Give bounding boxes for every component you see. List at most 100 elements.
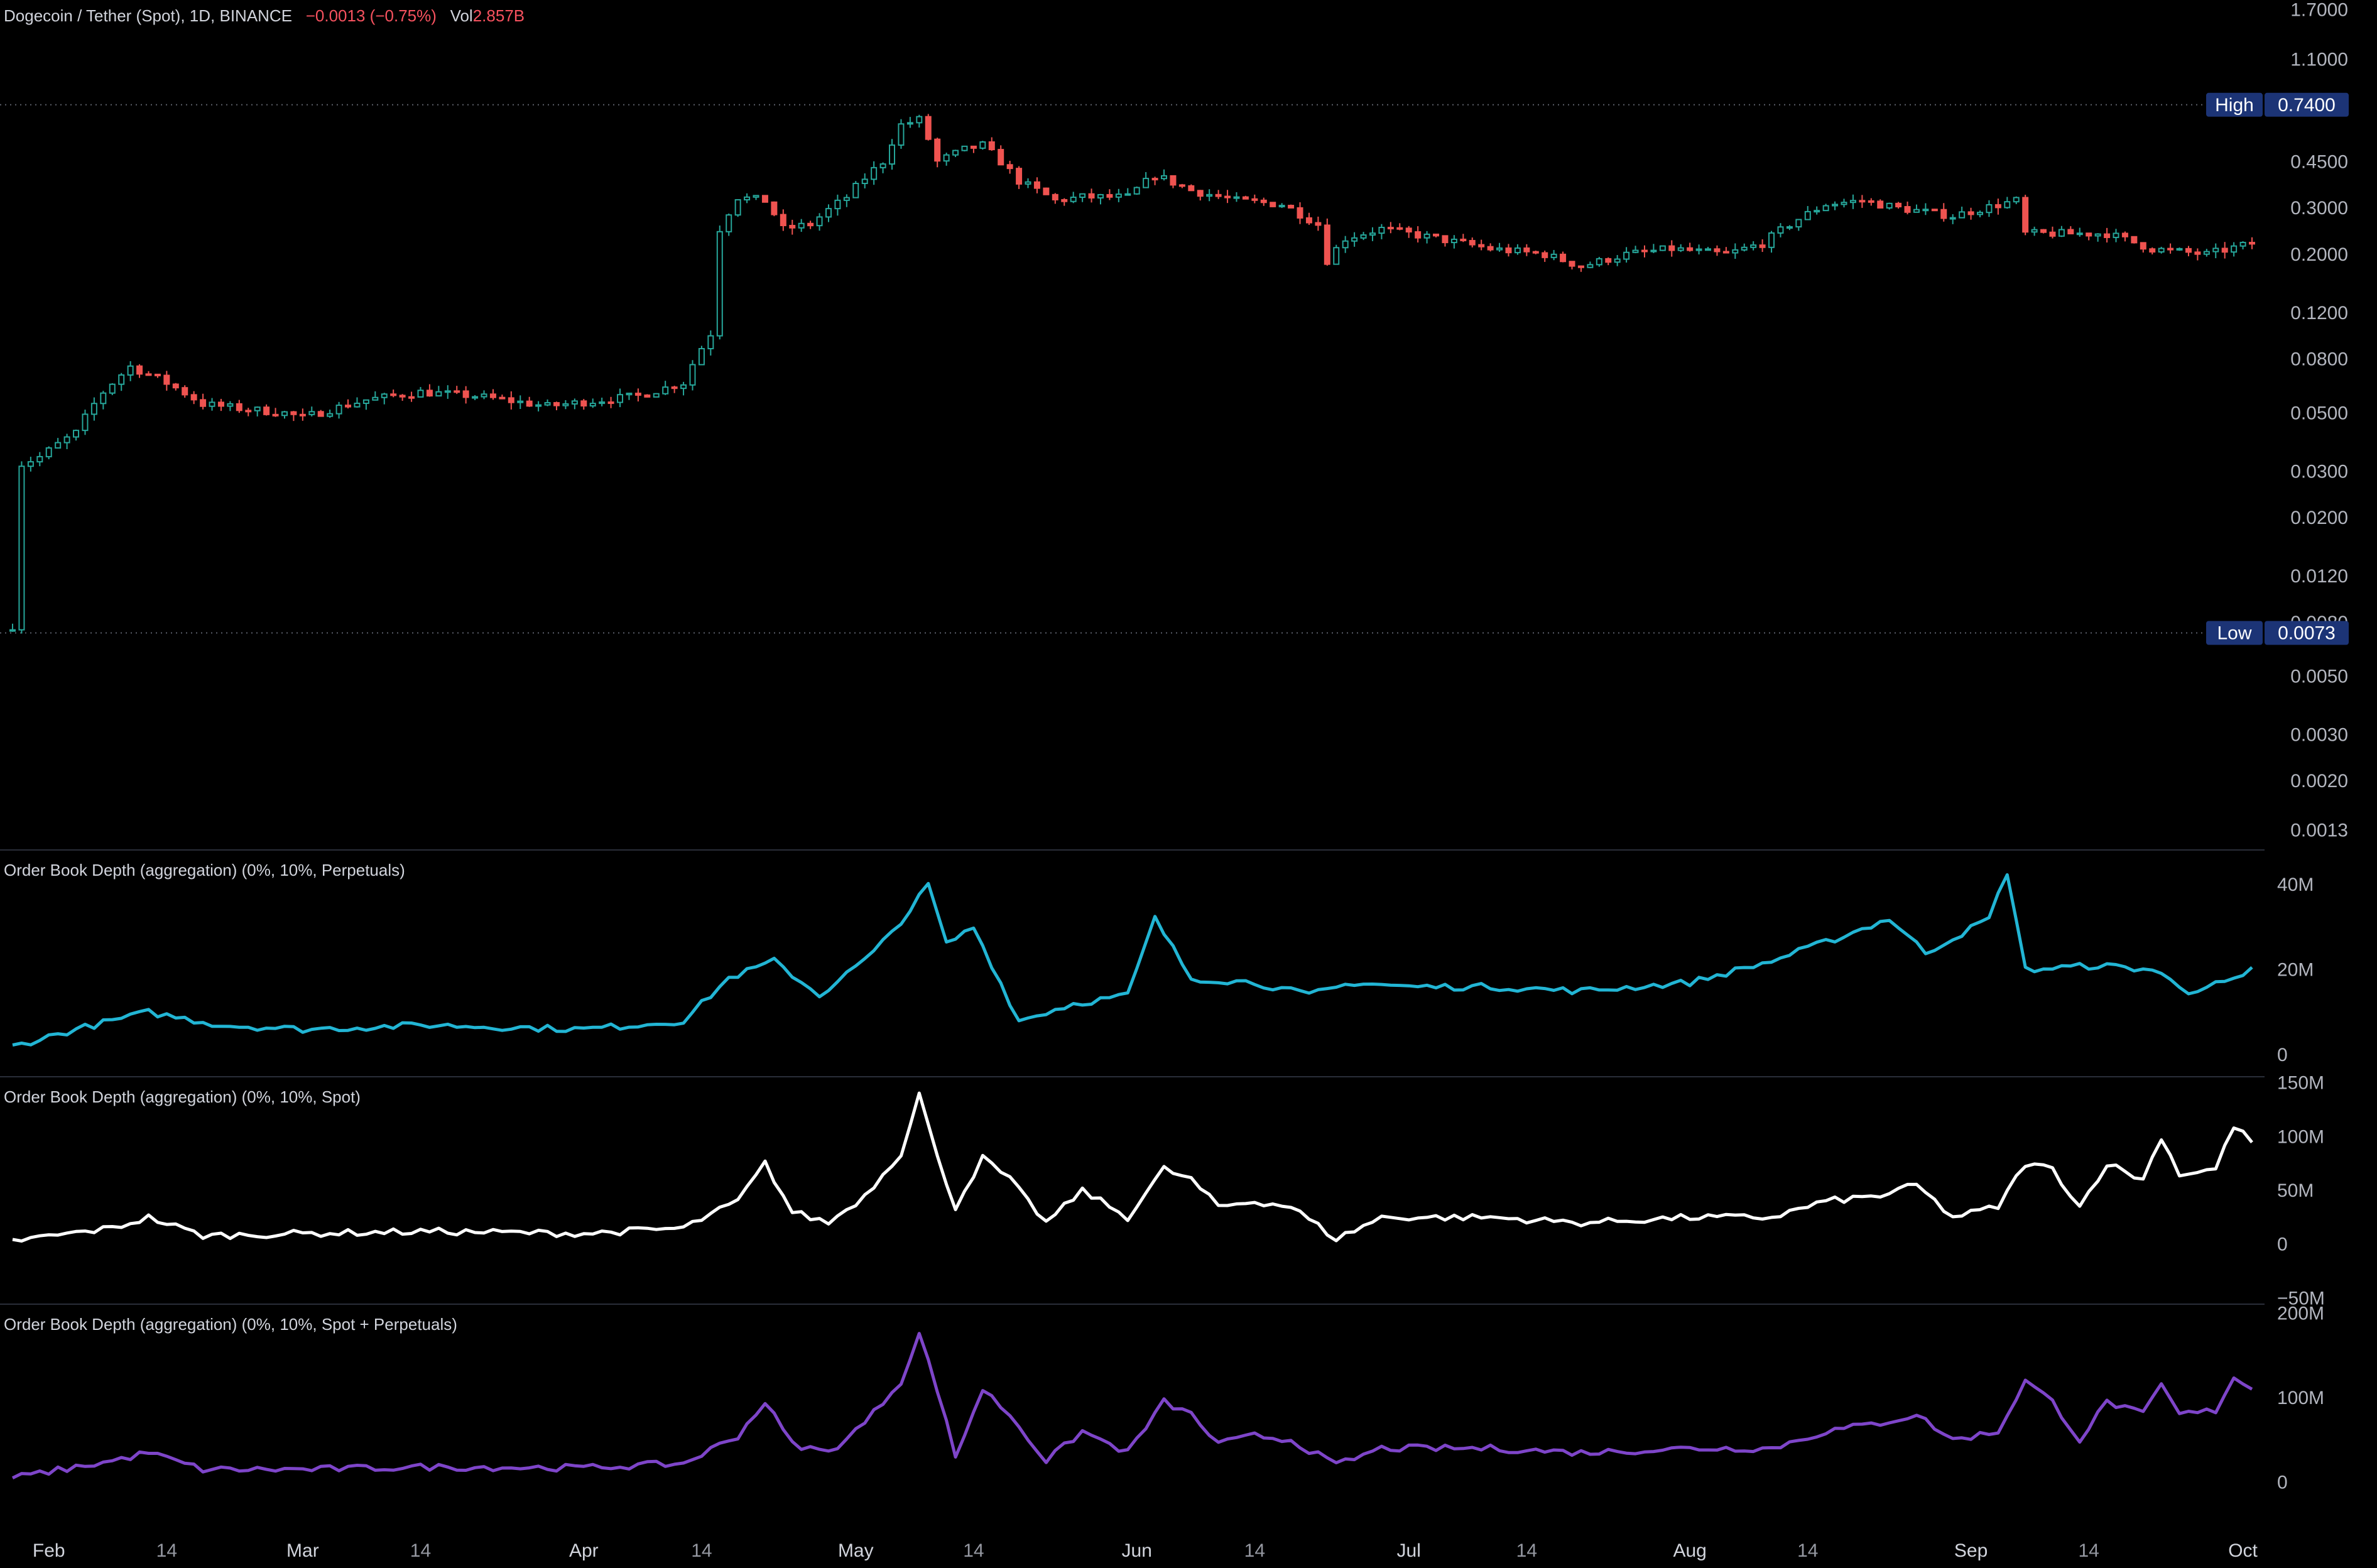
- candle-body-up: [753, 195, 759, 198]
- spot-tick-label: 150M: [2277, 1073, 2324, 1094]
- candle-body-up: [653, 393, 660, 398]
- candle-body-up: [327, 413, 334, 417]
- candle-body-down: [1215, 193, 1222, 197]
- candle-body-up: [952, 150, 959, 156]
- low-label-badge: [2206, 621, 2263, 645]
- candle-body-up: [1849, 200, 1856, 204]
- candle-body-up: [1596, 258, 1602, 266]
- candle-body-up: [109, 383, 116, 394]
- indicator-title-perpetuals[interactable]: Order Book Depth (aggregation) (0%, 10%,…: [4, 861, 405, 879]
- candle-body-down: [1668, 245, 1675, 251]
- time-tick-label: 14: [691, 1540, 712, 1561]
- candle-body-up: [1115, 193, 1122, 198]
- price-change: −0.0013 (−0.75%): [305, 6, 437, 25]
- candle-body-down: [2086, 232, 2092, 237]
- candle-body-down: [2022, 197, 2029, 233]
- candle-body-down: [1542, 252, 1548, 258]
- candle-body-down: [217, 401, 224, 407]
- time-tick-label: Oct: [2228, 1540, 2258, 1561]
- candle-body-up: [734, 199, 741, 216]
- candle-body-up: [1786, 226, 1793, 229]
- candle-body-down: [634, 393, 641, 396]
- candle-body-up: [481, 393, 487, 398]
- candle-body-up: [1623, 251, 1630, 260]
- candle-body-down: [553, 402, 560, 406]
- candle-body-down: [1415, 231, 1422, 239]
- indicator-title-spot[interactable]: Order Book Depth (aggregation) (0%, 10%,…: [4, 1087, 361, 1106]
- candle-body-up: [2113, 232, 2119, 238]
- candle-body-down: [1315, 222, 1322, 226]
- candle-body-down: [154, 373, 161, 376]
- candle-body-down: [970, 145, 977, 149]
- candle-body-down: [1895, 202, 1902, 208]
- candle-body-up: [1133, 187, 1140, 195]
- indicator-title-combined[interactable]: Order Book Depth (aggregation) (0%, 10%,…: [4, 1315, 457, 1334]
- combined-depth-line: [11, 1332, 2253, 1479]
- candle-body-up: [843, 197, 850, 201]
- candle-body-up: [1423, 233, 1430, 239]
- combined-tick-label: 200M: [2277, 1303, 2324, 1324]
- price-tick-label: 0.0030: [2290, 724, 2348, 745]
- candle-body-down: [1859, 200, 1866, 203]
- candle-body-down: [272, 413, 279, 416]
- candle-body-down: [1405, 227, 1412, 233]
- candle-body-up: [861, 178, 868, 184]
- candle-body-up: [1705, 248, 1712, 251]
- candle-body-down: [1759, 244, 1766, 248]
- candle-body-down: [200, 399, 207, 407]
- candle-body-up: [1161, 175, 1168, 180]
- candle-body-up: [2013, 197, 2020, 203]
- candle-body-down: [2040, 229, 2047, 233]
- candle-body-down: [190, 394, 197, 401]
- combined-tick-label: 0: [2277, 1472, 2288, 1493]
- candle-body-up: [1949, 217, 1956, 220]
- candle-body-down: [345, 405, 352, 408]
- candle-body-down: [1297, 207, 1303, 219]
- candle-body-down: [1714, 248, 1721, 253]
- candle-body-up: [825, 208, 832, 218]
- candle-body-up: [535, 404, 542, 407]
- candle-body-up: [308, 411, 315, 415]
- high-label-badge: [2206, 92, 2263, 117]
- candle-body-up: [1814, 210, 1820, 213]
- candle-body-up: [1278, 205, 1285, 208]
- candle-body-down: [1722, 251, 1729, 254]
- candle-body-down: [1305, 217, 1312, 224]
- candle-body-up: [281, 411, 288, 416]
- candle-body-up: [680, 384, 687, 389]
- candle-body-up: [2212, 248, 2219, 253]
- price-tick-label: 0.0500: [2290, 403, 2348, 423]
- time-tick-label: 14: [1797, 1540, 1818, 1561]
- candle-body-down: [136, 365, 143, 375]
- perpetuals-tick-label: 0: [2277, 1045, 2288, 1065]
- candle-body-down: [998, 149, 1004, 166]
- candle-body-down: [526, 400, 533, 407]
- candle-body-down: [499, 396, 506, 400]
- candle-body-up: [18, 466, 25, 631]
- candle-body-down: [182, 387, 188, 396]
- candle-body-up: [1450, 238, 1457, 244]
- candle-body-up: [1496, 247, 1503, 251]
- symbol-label[interactable]: Dogecoin / Tether (Spot), 1D, BINANCE: [4, 6, 293, 25]
- candle-body-down: [1242, 196, 1249, 200]
- candle-body-up: [2058, 229, 2065, 237]
- candle-body-down: [163, 374, 170, 385]
- time-tick-label: 14: [963, 1540, 984, 1561]
- candle-body-down: [1532, 251, 1539, 254]
- candle-body-up: [1514, 247, 1521, 254]
- candle-body-up: [1913, 209, 1920, 213]
- candle-body-up: [1378, 227, 1385, 234]
- spot-depth-line: [12, 1091, 2253, 1243]
- candle-body-down: [2140, 242, 2146, 250]
- candle-body-down: [1151, 178, 1158, 181]
- candle-body-down: [1061, 199, 1068, 202]
- candle-body-down: [1387, 227, 1394, 230]
- candle-body-up: [617, 394, 624, 403]
- candle-body-down: [1577, 265, 1584, 268]
- candle-body-down: [807, 222, 814, 227]
- candle-body-up: [354, 403, 361, 408]
- time-tick-label: 14: [156, 1540, 177, 1561]
- volume-label: Vol: [450, 6, 473, 25]
- candle-body-up: [1614, 258, 1621, 263]
